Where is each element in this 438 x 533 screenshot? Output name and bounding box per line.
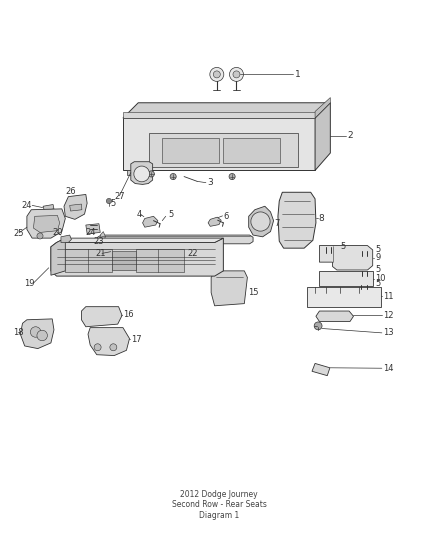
Circle shape (94, 344, 101, 351)
Polygon shape (33, 215, 60, 232)
Circle shape (314, 322, 322, 330)
Text: 5: 5 (340, 242, 346, 251)
Polygon shape (51, 238, 65, 275)
Text: 5: 5 (168, 211, 173, 220)
Text: 25: 25 (14, 229, 24, 238)
Text: 11: 11 (383, 292, 393, 301)
Polygon shape (43, 205, 54, 211)
Circle shape (106, 198, 112, 204)
Polygon shape (149, 133, 297, 167)
Polygon shape (223, 138, 280, 163)
Text: 7: 7 (274, 219, 279, 228)
Polygon shape (316, 311, 353, 321)
Polygon shape (88, 328, 130, 356)
Polygon shape (57, 238, 223, 243)
Text: 26: 26 (65, 187, 76, 196)
Polygon shape (123, 111, 315, 118)
Polygon shape (81, 306, 122, 327)
Polygon shape (127, 171, 145, 175)
Polygon shape (110, 247, 127, 255)
Circle shape (30, 327, 41, 337)
Polygon shape (112, 251, 136, 270)
Polygon shape (86, 224, 100, 234)
Polygon shape (51, 238, 223, 276)
Polygon shape (162, 138, 219, 163)
Polygon shape (100, 231, 106, 243)
Text: 24: 24 (86, 228, 96, 237)
Polygon shape (123, 103, 330, 118)
Text: 4: 4 (137, 209, 142, 219)
Text: 12: 12 (383, 311, 393, 320)
Polygon shape (278, 192, 316, 248)
Polygon shape (208, 217, 221, 227)
Circle shape (148, 171, 154, 177)
Text: 14: 14 (383, 364, 393, 373)
Text: 1: 1 (295, 70, 301, 79)
Polygon shape (20, 319, 54, 349)
Text: 5: 5 (375, 279, 381, 288)
Text: 19: 19 (24, 279, 34, 288)
Text: 21: 21 (96, 249, 106, 258)
Text: 15: 15 (248, 288, 258, 297)
Polygon shape (65, 249, 112, 272)
Circle shape (110, 344, 117, 351)
Polygon shape (123, 118, 315, 171)
Polygon shape (169, 247, 186, 255)
Text: 5: 5 (111, 199, 116, 208)
Text: 5: 5 (375, 245, 381, 254)
Text: 24: 24 (21, 201, 32, 210)
Text: 13: 13 (383, 328, 393, 337)
Polygon shape (249, 206, 274, 237)
Polygon shape (312, 364, 330, 376)
Circle shape (230, 67, 244, 82)
Polygon shape (136, 249, 184, 272)
Polygon shape (64, 195, 87, 220)
Text: 22: 22 (187, 249, 198, 258)
Text: 2012 Dodge Journey
Second Row - Rear Seats
Diagram 1: 2012 Dodge Journey Second Row - Rear Sea… (172, 490, 266, 520)
Text: 16: 16 (123, 310, 134, 319)
Text: 8: 8 (318, 214, 324, 223)
Circle shape (37, 330, 47, 341)
Polygon shape (319, 246, 373, 270)
Polygon shape (315, 98, 330, 118)
Text: 2: 2 (347, 131, 353, 140)
Polygon shape (319, 271, 373, 286)
Text: 27: 27 (114, 192, 125, 201)
Text: 17: 17 (131, 335, 141, 344)
Text: 23: 23 (93, 237, 104, 246)
Polygon shape (211, 271, 247, 306)
Circle shape (37, 233, 43, 239)
Polygon shape (61, 235, 71, 243)
Circle shape (213, 71, 220, 78)
Text: 6: 6 (223, 212, 229, 221)
Text: 9: 9 (375, 253, 381, 262)
Polygon shape (131, 161, 152, 184)
Text: 10: 10 (375, 274, 386, 283)
Polygon shape (98, 235, 253, 244)
Circle shape (233, 71, 240, 78)
Polygon shape (143, 216, 158, 227)
Text: 5: 5 (375, 265, 381, 274)
Text: 18: 18 (13, 328, 24, 337)
Circle shape (170, 174, 176, 180)
Polygon shape (315, 103, 330, 171)
Text: 3: 3 (207, 178, 213, 187)
Polygon shape (27, 209, 65, 238)
Circle shape (210, 67, 224, 82)
Text: 20: 20 (52, 228, 63, 237)
Polygon shape (70, 204, 82, 211)
Polygon shape (307, 287, 381, 306)
Circle shape (134, 166, 150, 182)
Circle shape (229, 174, 235, 180)
Circle shape (251, 212, 270, 231)
